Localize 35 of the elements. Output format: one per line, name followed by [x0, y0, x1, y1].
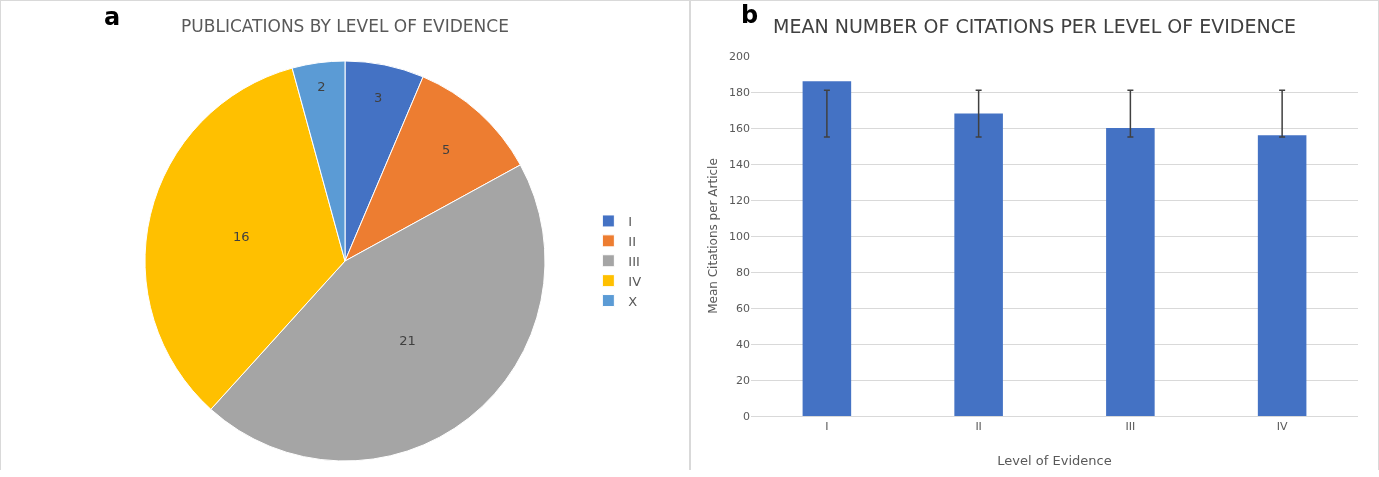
y-tick-label: 60 — [736, 301, 750, 315]
bar — [802, 81, 852, 416]
data-label: 5 — [441, 141, 451, 157]
y-tick-label: 100 — [729, 229, 750, 243]
y-tick-label: 180 — [729, 85, 750, 99]
y-tick-label: 80 — [736, 265, 750, 279]
y-tick-label: 0 — [743, 409, 750, 423]
bar — [1257, 135, 1307, 416]
x-axis-title: Level of Evidence — [997, 453, 1112, 468]
x-tick-label: I — [825, 420, 829, 434]
text: a — [104, 3, 121, 31]
legend-label: IV — [628, 273, 642, 289]
text: b — [741, 1, 759, 29]
data-label: 3 — [374, 90, 383, 106]
bar — [1106, 128, 1155, 416]
data-label: 2 — [317, 78, 326, 94]
y-axis-title: Mean Citations per Article — [706, 158, 720, 314]
chart-title: MEAN NUMBER OF CITATIONS PER LEVEL OF EVIDENCE — [773, 15, 1296, 38]
legend-label: I — [628, 214, 633, 230]
y-tick-label: 160 — [729, 121, 750, 135]
y-tick-label: 20 — [736, 373, 750, 387]
chart-title: PUBLICATIONS BY LEVEL OF EVIDENCE — [181, 15, 509, 36]
y-tick-label: 40 — [736, 337, 750, 351]
data-label: 16 — [233, 228, 250, 244]
x-tick-label: II — [975, 420, 982, 434]
legend-label: III — [628, 253, 640, 269]
y-tick-label: 140 — [729, 157, 750, 171]
y-tick-label: 120 — [729, 193, 750, 207]
data-label: 21 — [399, 332, 416, 348]
y-tick-label: 200 — [729, 49, 750, 63]
legend-label: II — [628, 233, 637, 249]
x-tick-label: III — [1125, 420, 1136, 434]
legend-label: X — [628, 293, 638, 309]
bar — [954, 113, 1003, 416]
x-tick-label: IV — [1276, 420, 1288, 434]
